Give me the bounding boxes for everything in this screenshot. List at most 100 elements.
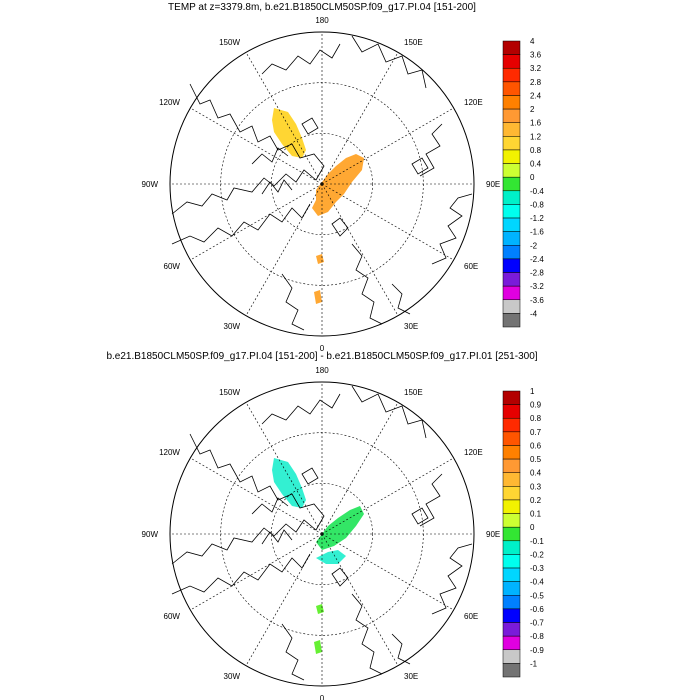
colorbar-tick-label: 0.5 (530, 455, 542, 464)
colorbar-tick-label: -2 (530, 241, 538, 250)
colorbar-swatch (502, 136, 521, 151)
panel-2-map: 180 150E 120E 90E 60E 30E 0 30W 60W 90W 120W 150W 1… (142, 366, 545, 700)
panel-2-map-boundary (169, 381, 475, 687)
colorbar-tick-label: 0.9 (530, 401, 542, 410)
meridian-line (245, 402, 323, 535)
colorbar-tick-label: -0.7 (530, 619, 544, 628)
warm-anomaly-north-atlantic (316, 254, 324, 264)
diff-north-atlantic (316, 604, 324, 614)
panel-2-colorbar: 1 0.9 0.8 0.7 0.6 0.5 0.4 0.3 0.2 0.1 0 -0.1 -0.2 -0.… (502, 387, 544, 678)
diff-north-america (272, 458, 306, 508)
coastline-segment (261, 393, 341, 425)
colorbar-tick-label: -0.8 (530, 200, 544, 209)
coastline-segment (351, 593, 383, 675)
coastline-segment (351, 243, 383, 325)
colorbar-tick-label: -4 (530, 309, 538, 318)
panel-2-longitude-labels: 180 150E 120E 90E 60E 30E 0 30W 60W 90W 120W 150W (142, 366, 501, 700)
longitude-label: 60E (464, 612, 478, 621)
coastline-segment (171, 553, 311, 595)
colorbar-tick-label: 0.4 (530, 160, 542, 169)
diff-atlantic-patch (314, 640, 322, 654)
coastline-segment (431, 193, 473, 265)
colorbar-swatch (502, 299, 521, 314)
coastline-segment (301, 467, 319, 485)
colorbar-tick-label: 0.4 (530, 469, 542, 478)
longitude-label: 30W (224, 672, 241, 681)
longitude-label: 150E (404, 38, 423, 47)
colorbar-swatch (502, 54, 521, 69)
colorbar-tick-label: -1.2 (530, 214, 544, 223)
colorbar-tick-label: 2.8 (530, 78, 542, 87)
coastline-segment (391, 283, 411, 315)
longitude-label: 30E (404, 672, 418, 681)
longitude-label: 60E (464, 262, 478, 271)
colorbar-tick-label: -2.4 (530, 255, 544, 264)
coastline-segment (301, 117, 319, 135)
colorbar-swatch (502, 272, 521, 287)
longitude-label: 90W (142, 180, 159, 189)
colorbar-tick-label: -3.6 (530, 296, 544, 305)
colorbar-tick-label: -0.4 (530, 578, 544, 587)
colorbar-swatch (502, 176, 521, 192)
panel-1-longitude-labels: 180 150E 120E 90E 60E 30E 0 30W 60W 90W 120W 150W (142, 16, 501, 353)
colorbar-tick-label: -1 (530, 659, 538, 668)
coastline-segment (431, 543, 473, 615)
colorbar-tick-label: 2.4 (530, 91, 542, 100)
warm-anomaly-atlantic-patch (314, 290, 322, 304)
meridian-line (321, 402, 399, 535)
panel-2-anomaly-fills (272, 458, 364, 654)
colorbar-tick-label: 0.6 (530, 441, 542, 450)
meridian-line (190, 457, 323, 535)
colorbar-tick-label: 0.1 (530, 510, 542, 519)
longitude-label: 120E (464, 448, 483, 457)
colorbar-tick-label: -3.2 (530, 282, 544, 291)
coastline-segment (281, 273, 305, 331)
colorbar-swatch (502, 595, 521, 610)
colorbar-swatch (502, 554, 521, 569)
coastline-segment (171, 433, 325, 565)
colorbar-swatch (502, 231, 521, 246)
colorbar-swatch (502, 499, 521, 514)
colorbar-tick-label: -0.3 (530, 564, 544, 573)
colorbar-tick-label: 3.2 (530, 64, 542, 73)
longitude-label: 90E (486, 530, 500, 539)
panel-1-map-boundary (169, 31, 475, 337)
longitude-label: 60W (164, 262, 181, 271)
meridian-line (321, 457, 454, 535)
longitude-label: 60W (164, 612, 181, 621)
latitude-circle (271, 483, 373, 585)
colorbar-swatch (502, 95, 521, 110)
colorbar-tick-label: 4 (530, 37, 535, 46)
colorbar-swatch (502, 404, 521, 419)
coastline-segment (411, 157, 429, 175)
colorbar-tick-label: -0.1 (530, 537, 544, 546)
colorbar-swatch (502, 108, 521, 123)
colorbar-tick-label: 2 (530, 105, 535, 114)
colorbar-swatch (502, 622, 521, 637)
coastline-segment (331, 567, 349, 587)
colorbar-tick-label: 0.8 (530, 414, 542, 423)
diff-arctic-ocean (316, 506, 364, 550)
coastline-segment (419, 473, 443, 527)
colorbar-swatch (502, 67, 521, 83)
meridian-line (190, 107, 323, 185)
panel-1-title: TEMP at z=3379.8m, b.e21.B1850CLM50SP.f0… (168, 2, 476, 13)
longitude-label: 120W (159, 98, 180, 107)
longitude-label: 0 (320, 344, 325, 353)
colorbar-tick-label: 0.2 (530, 496, 542, 505)
colorbar-tick-label: -0.4 (530, 187, 544, 196)
meridian-line (321, 183, 399, 316)
colorbar-swatch (502, 81, 521, 96)
colorbar-tick-label: -2.8 (530, 269, 544, 278)
longitude-label: 0 (320, 694, 325, 700)
longitude-label: 120E (464, 98, 483, 107)
longitude-label: 120W (159, 448, 180, 457)
coastline-segment (391, 633, 411, 665)
colorbar-swatch (502, 540, 521, 555)
colorbar-swatch (502, 163, 521, 178)
meridian-line (321, 52, 399, 185)
longitude-label: 180 (315, 366, 329, 375)
colorbar-swatch (502, 217, 521, 232)
colorbar-tick-label: 1.2 (530, 132, 542, 141)
